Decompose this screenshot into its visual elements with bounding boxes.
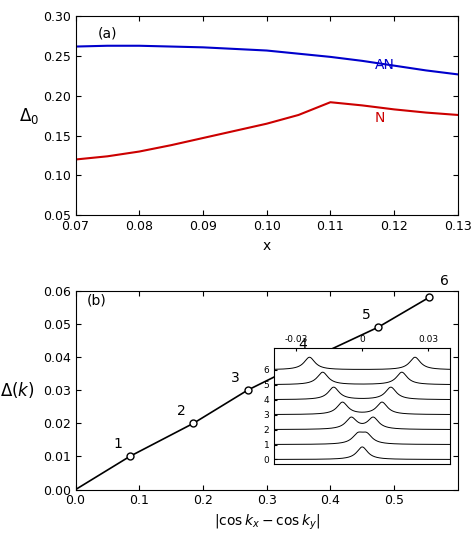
Y-axis label: $\Delta_0$: $\Delta_0$ xyxy=(19,106,39,126)
X-axis label: x: x xyxy=(262,239,271,252)
Text: AN: AN xyxy=(375,58,395,72)
Y-axis label: $\Delta(k)$: $\Delta(k)$ xyxy=(0,380,35,400)
Text: 1: 1 xyxy=(113,437,122,452)
X-axis label: $|\cos k_x - \cos k_y|$: $|\cos k_x - \cos k_y|$ xyxy=(214,513,320,533)
Text: 6: 6 xyxy=(440,274,449,288)
Text: N: N xyxy=(375,111,385,125)
Text: (a): (a) xyxy=(98,26,118,40)
Text: 2: 2 xyxy=(177,404,186,418)
Text: 3: 3 xyxy=(231,371,240,385)
Text: (b): (b) xyxy=(87,293,107,307)
Text: 4: 4 xyxy=(298,338,307,352)
Text: 5: 5 xyxy=(362,308,371,322)
